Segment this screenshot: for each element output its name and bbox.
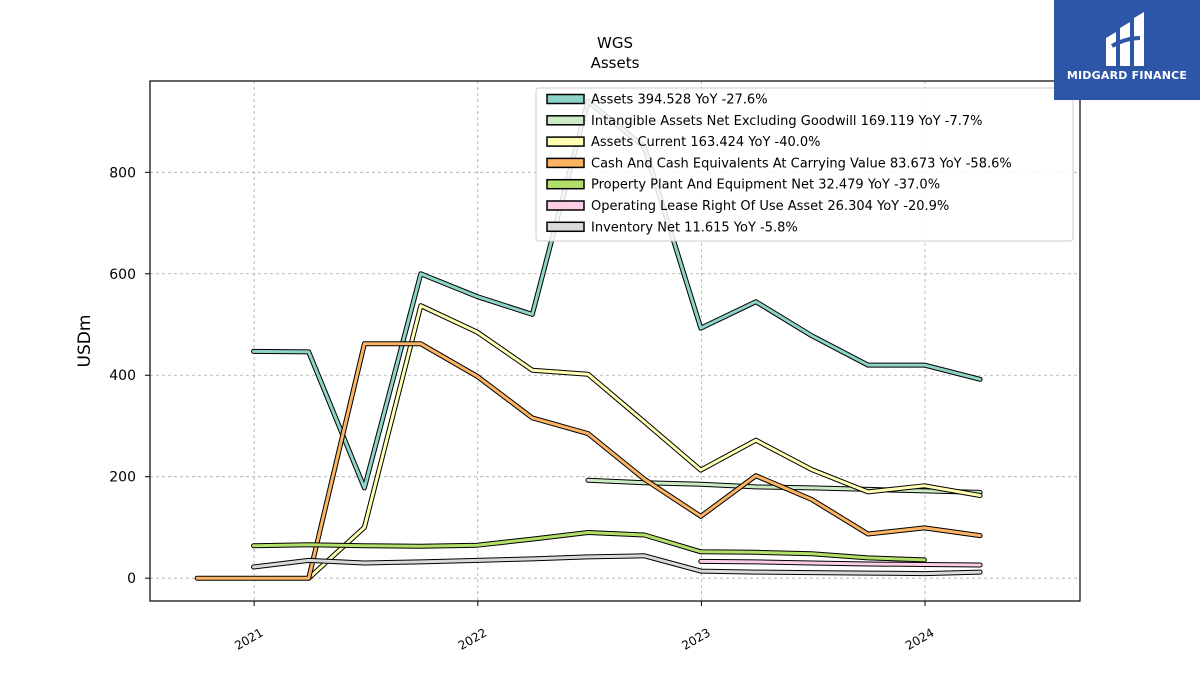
y-tick-label: 800 xyxy=(109,165,136,181)
series-inventory-net xyxy=(251,553,983,577)
y-tick-label: 200 xyxy=(109,470,136,486)
legend-swatch xyxy=(546,178,585,190)
series-property-plant-and-equipment-net xyxy=(251,530,927,563)
legend-entry: Assets 394.528 YoY -27.6% xyxy=(591,93,768,108)
legend-entry: Property Plant And Equipment Net 32.479 … xyxy=(591,178,940,193)
series-line xyxy=(307,304,982,580)
legend-swatch xyxy=(546,115,585,126)
legend-entry: Assets Current 163.424 YoY -40.0% xyxy=(591,135,821,150)
plot-frame xyxy=(149,80,1081,602)
x-tick-label: 2024 xyxy=(903,625,936,652)
series-lines xyxy=(194,98,983,581)
brand-name: MIDGARD FINANCE xyxy=(1066,69,1188,82)
y-tick-label: 0 xyxy=(127,571,136,587)
y-tick-label: 600 xyxy=(109,267,136,283)
legend-swatch xyxy=(546,157,585,169)
series-line xyxy=(195,342,982,580)
series-line xyxy=(699,559,982,567)
legend-entry: Operating Lease Right Of Use Asset 26.30… xyxy=(591,199,949,214)
chart-title: WGS xyxy=(597,34,633,52)
legend-entry: Inventory Net 11.615 YoY -5.8% xyxy=(591,220,798,235)
legend-swatch xyxy=(546,221,585,233)
series-line xyxy=(252,554,982,576)
y-tick-label: 400 xyxy=(109,368,136,384)
x-tick-label: 2021 xyxy=(232,625,265,652)
x-tick-label: 2023 xyxy=(679,625,712,652)
legend-entry: Intangible Assets Net Excluding Goodwill… xyxy=(591,114,982,129)
legend-swatch xyxy=(546,200,585,211)
legend: Assets 394.528 YoY -27.6% Intangible Asse… xyxy=(535,87,1074,242)
series-line xyxy=(252,531,926,562)
legend-swatch xyxy=(546,136,585,147)
series-operating-lease-right-of-use-asset xyxy=(698,558,983,568)
x-tick-label: 2022 xyxy=(456,625,489,652)
series-cash-and-cash-equivalents-at-carrying-value xyxy=(194,341,983,581)
chart-subtitle: Assets xyxy=(591,54,640,72)
legend-swatch xyxy=(546,93,585,105)
series-assets-current xyxy=(306,303,983,581)
brand-mark-icon xyxy=(1106,12,1144,66)
y-axis-label: USDm xyxy=(75,315,95,368)
legend-entry: Cash And Cash Equivalents At Carrying Va… xyxy=(591,156,1012,171)
brand-logo: MIDGARD FINANCE xyxy=(1054,0,1200,100)
legend-box xyxy=(535,87,1074,242)
